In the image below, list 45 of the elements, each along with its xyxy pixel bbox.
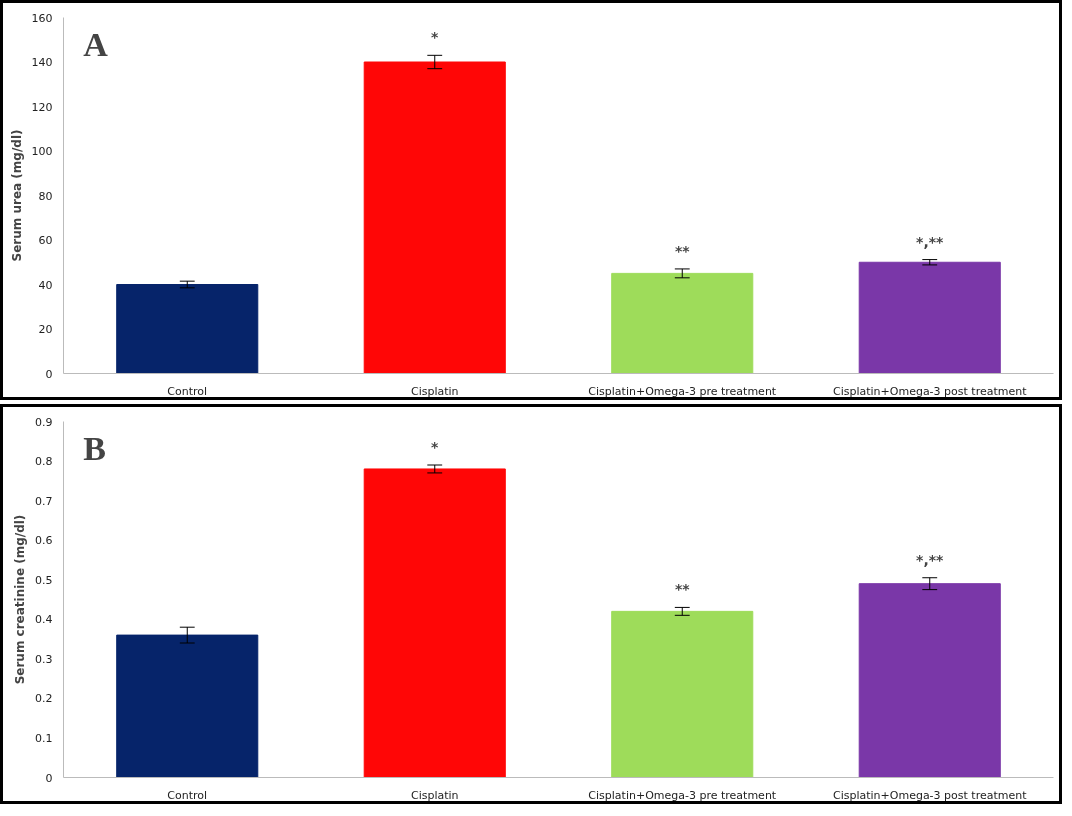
bar bbox=[116, 284, 259, 374]
x-tick-label: Cisplatin+Omega-3 post treatment bbox=[832, 788, 1028, 802]
x-tick-label: Cisplatin+Omega-3 pre treatment bbox=[588, 384, 777, 398]
bar bbox=[116, 634, 259, 778]
x-tick-label: Control bbox=[167, 384, 208, 398]
y-tick-label: 60 bbox=[38, 234, 53, 247]
chart-title: B bbox=[83, 429, 106, 467]
chart-title: A bbox=[83, 25, 109, 63]
x-tick-label: Control bbox=[167, 788, 208, 802]
x-tick-label: Cisplatin bbox=[410, 788, 459, 802]
y-axis-title: Serum creatinine (mg/dl) bbox=[13, 514, 28, 685]
y-tick-label: 100 bbox=[31, 145, 53, 158]
bar bbox=[858, 261, 1001, 374]
y-tick-label: 120 bbox=[31, 100, 53, 114]
y-tick-label: 40 bbox=[38, 278, 53, 292]
bar bbox=[363, 61, 506, 374]
annotation: *,** bbox=[916, 551, 945, 568]
x-tick-label: Cisplatin+Omega-3 post treatment bbox=[832, 384, 1028, 398]
y-tick-label: 0.5 bbox=[35, 573, 53, 587]
annotation: ** bbox=[674, 581, 691, 598]
x-tick-label: Cisplatin bbox=[410, 384, 459, 398]
y-tick-label: 0 bbox=[45, 771, 53, 785]
y-tick-label: 0.2 bbox=[35, 692, 53, 706]
annotation: * bbox=[431, 29, 440, 46]
annotation: *,** bbox=[916, 233, 945, 250]
y-tick-label: 0.7 bbox=[35, 494, 53, 508]
annotation: ** bbox=[674, 242, 691, 259]
y-tick-label: 0.6 bbox=[35, 534, 53, 548]
y-tick-label: 0.9 bbox=[35, 415, 53, 429]
bar bbox=[858, 583, 1001, 778]
x-tick-label: Cisplatin+Omega-3 pre treatment bbox=[588, 788, 777, 802]
y-tick-label: 0 bbox=[45, 367, 53, 381]
y-tick-label: 140 bbox=[31, 56, 53, 69]
y-axis-title: Serum urea (mg/dl) bbox=[9, 129, 24, 262]
bar bbox=[611, 610, 754, 778]
annotation: * bbox=[431, 439, 440, 456]
bar bbox=[611, 272, 754, 374]
y-tick-label: 160 bbox=[31, 11, 53, 25]
y-tick-label: 80 bbox=[38, 189, 53, 203]
y-tick-label: 0.8 bbox=[35, 455, 53, 469]
y-tick-label: 0.3 bbox=[35, 652, 53, 666]
y-tick-label: 0.4 bbox=[35, 613, 53, 627]
bar bbox=[363, 468, 506, 778]
y-tick-label: 0.1 bbox=[35, 731, 53, 745]
y-tick-label: 20 bbox=[38, 323, 53, 336]
